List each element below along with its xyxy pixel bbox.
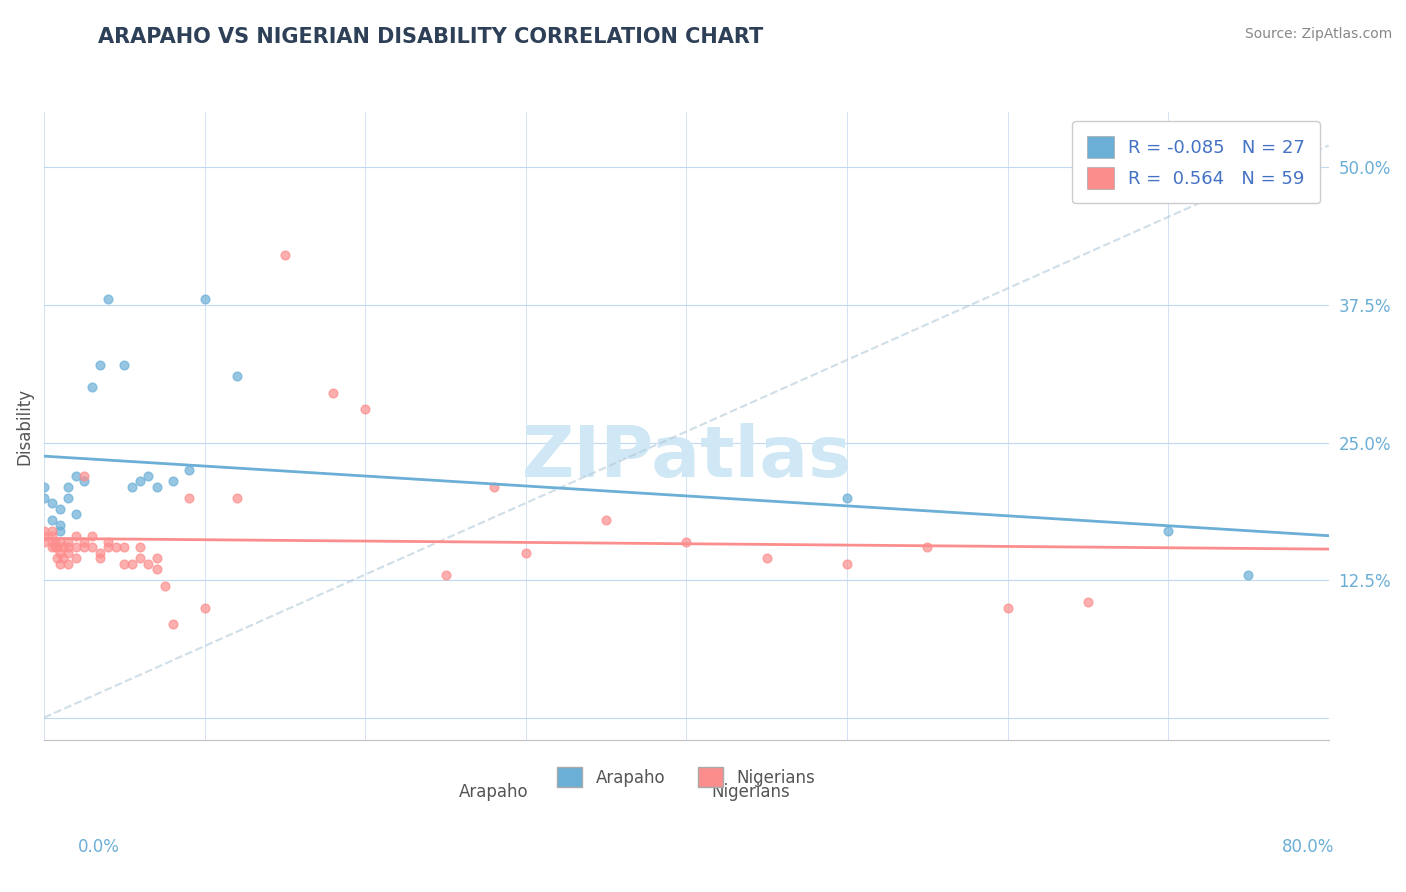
Point [65,468,87,483]
Point [89,359,111,373]
Point [65,529,87,543]
Point [49,524,72,538]
Point [41,540,63,554]
Point [755,551,778,566]
Point [121,479,143,493]
Point [46,540,69,554]
Point [49,534,72,549]
Point [65,540,87,554]
Point [32,491,55,505]
Point [73,468,96,483]
Point [89,545,111,559]
Point [145,479,167,493]
Point [58,491,80,505]
Point [41,529,63,543]
Point [58,534,80,549]
Point [58,557,80,571]
Point [97,534,120,549]
Point [112,540,135,554]
Point [138,557,160,571]
Point [1237,567,1260,582]
Point [194,600,217,615]
Point [44,540,66,554]
Y-axis label: Disability: Disability [15,387,32,465]
Point [997,600,1019,615]
Point [58,479,80,493]
Point [32,529,55,543]
Point [49,501,72,516]
Point [177,491,200,505]
Point [82,540,104,554]
Point [595,512,617,526]
Point [835,491,858,505]
Point [482,479,505,493]
Point [112,359,135,373]
Point [41,496,63,510]
Point [225,369,247,384]
Point [65,507,87,521]
Text: Nigerians: Nigerians [711,783,790,801]
Text: 80.0%: 80.0% [1281,838,1334,856]
Point [49,518,72,533]
Point [44,534,66,549]
Point [145,551,167,566]
Point [41,512,63,526]
Point [1077,595,1099,609]
Point [73,540,96,554]
Point [129,474,152,488]
Text: Arapaho: Arapaho [458,783,529,801]
Point [49,545,72,559]
Point [32,524,55,538]
Point [177,463,200,477]
Point [112,557,135,571]
Point [1157,524,1180,538]
Point [162,474,184,488]
Point [225,491,247,505]
Point [73,474,96,488]
Point [73,534,96,549]
Point [58,540,80,554]
Point [121,557,143,571]
Text: ARAPAHO VS NIGERIAN DISABILITY CORRELATION CHART: ARAPAHO VS NIGERIAN DISABILITY CORRELATI… [98,27,763,46]
Point [835,557,858,571]
Text: 0.0%: 0.0% [77,838,120,856]
Point [41,524,63,538]
Point [105,540,128,554]
Point [65,551,87,566]
Point [322,386,344,401]
Point [52,551,75,566]
Point [354,402,377,417]
Point [49,557,72,571]
Point [194,293,217,307]
Point [129,540,152,554]
Text: Source: ZipAtlas.com: Source: ZipAtlas.com [1244,27,1392,41]
Point [41,534,63,549]
Point [46,551,69,566]
Point [274,248,297,262]
Point [515,545,537,559]
Text: ZIPatlas: ZIPatlas [522,423,852,491]
Point [434,567,457,582]
Point [129,551,152,566]
Point [97,540,120,554]
Point [153,578,176,592]
Point [58,545,80,559]
Point [138,468,160,483]
Point [89,551,111,566]
Point [145,562,167,576]
Point [97,293,120,307]
Point [52,540,75,554]
Point [675,534,697,549]
Point [82,380,104,394]
Point [915,540,938,554]
Point [82,529,104,543]
Point [162,617,184,632]
Legend: Arapaho, Nigerians: Arapaho, Nigerians [551,760,823,794]
Point [32,534,55,549]
Point [32,479,55,493]
